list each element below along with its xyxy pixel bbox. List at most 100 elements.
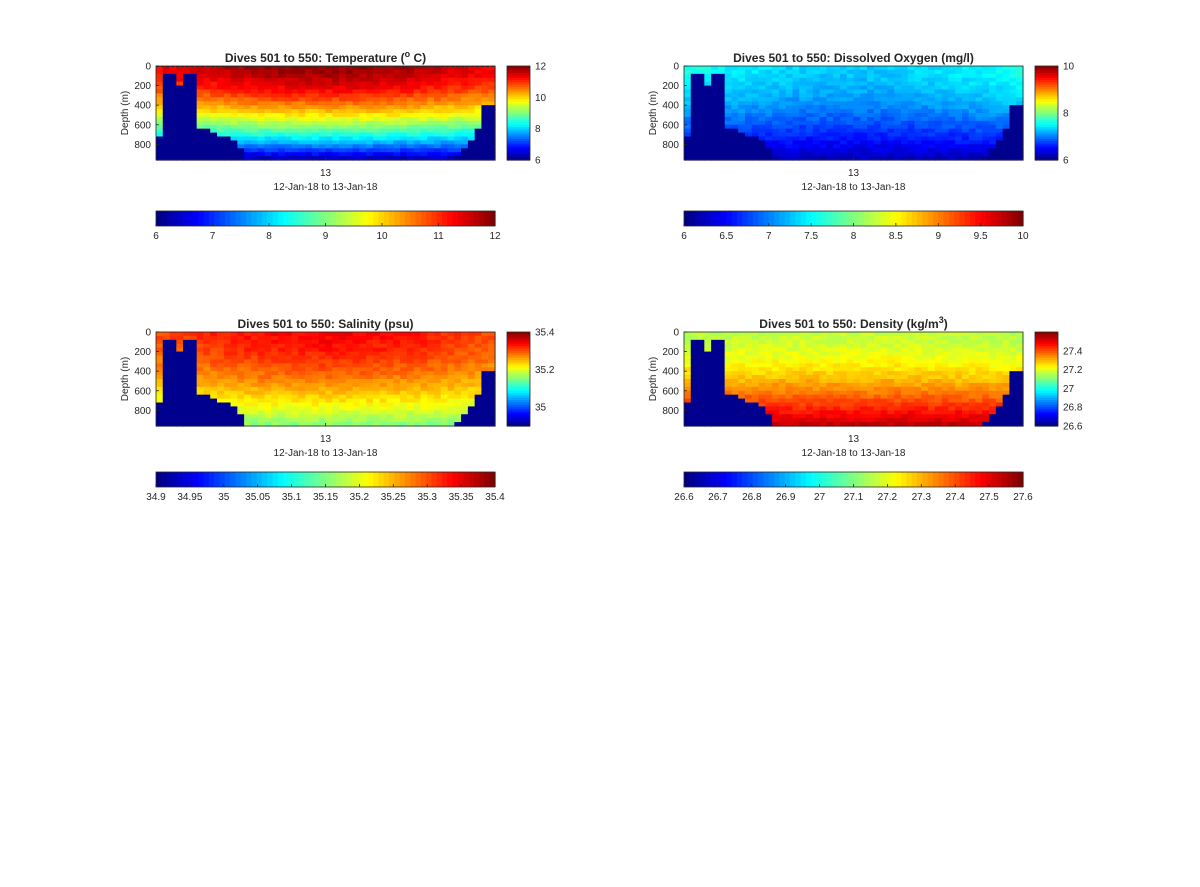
heatmap-cell <box>975 128 983 134</box>
heatmap-cell <box>846 93 855 98</box>
heatmap-cell <box>684 89 692 95</box>
colorbar-step <box>1035 141 1058 145</box>
heatmap-cell <box>867 386 875 392</box>
heatmap-cell <box>467 363 476 368</box>
heatmap-cell <box>196 379 205 384</box>
heatmap-cell <box>731 371 739 376</box>
heatmap-cell <box>393 410 401 415</box>
heatmap-cell <box>454 355 462 361</box>
heatmap-cell <box>162 339 171 345</box>
heatmap-cell <box>751 394 760 400</box>
heatmap-cell <box>400 116 408 122</box>
heatmap-cell <box>420 136 428 142</box>
heatmap-cell <box>318 339 327 345</box>
heatmap-cell <box>731 347 739 353</box>
heatmap-cell <box>332 371 340 376</box>
heatmap-cell <box>325 351 333 357</box>
heatmap-cell <box>751 109 760 114</box>
heatmap-cell <box>961 89 970 95</box>
heatmap-cell <box>481 406 489 411</box>
heatmap-cell <box>772 132 780 138</box>
heatmap-cell <box>900 148 909 153</box>
y-tick-label: 600 <box>134 386 151 397</box>
heatmap-cell <box>352 148 360 153</box>
heatmap-cell <box>210 343 218 349</box>
heatmap-cell <box>785 144 794 149</box>
heatmap-cell <box>873 93 882 98</box>
heatmap-cell <box>887 375 895 380</box>
heatmap-cell <box>223 347 232 353</box>
heatmap-cell <box>745 332 753 337</box>
bottom-colorbar-tick-label: 34.95 <box>177 492 202 503</box>
heatmap-cell <box>778 148 787 153</box>
heatmap-cell <box>941 128 950 134</box>
heatmap-cell <box>400 81 408 87</box>
heatmap-cell <box>413 109 422 114</box>
heatmap-cell <box>433 418 442 423</box>
heatmap-cell <box>474 410 483 415</box>
heatmap-cell <box>474 144 483 149</box>
heatmap-cell <box>183 394 191 400</box>
heatmap-cell <box>230 398 238 404</box>
heatmap-cell <box>318 410 327 415</box>
heatmap-cell <box>887 152 895 157</box>
heatmap-cell <box>880 410 888 415</box>
heatmap-cell <box>345 140 354 145</box>
heatmap-cell <box>819 410 827 415</box>
heatmap-cell <box>792 355 800 361</box>
heatmap-cell <box>230 124 238 130</box>
heatmap-cell <box>941 359 950 364</box>
heatmap-cell <box>772 120 780 126</box>
colorbar-step <box>864 211 870 226</box>
heatmap-cell <box>758 414 766 419</box>
heatmap-cell <box>400 113 408 118</box>
heatmap-cell <box>792 339 800 345</box>
heatmap-cell <box>738 105 746 110</box>
colorbar-step <box>351 472 358 487</box>
heatmap-cell <box>785 359 794 364</box>
heatmap-cell <box>839 105 848 110</box>
colorbar-step <box>1035 101 1058 105</box>
heatmap-cell <box>271 363 279 368</box>
heatmap-cell <box>474 120 483 126</box>
colorbar-step <box>507 80 530 84</box>
heatmap-cell <box>237 386 245 392</box>
heatmap-cell <box>846 152 855 157</box>
heatmap-cell <box>955 73 963 79</box>
heatmap-cell <box>284 398 293 404</box>
heatmap-cell <box>230 390 238 396</box>
heatmap-cell <box>284 89 293 95</box>
heatmap-cell <box>826 93 834 98</box>
heatmap-cell <box>826 398 834 404</box>
heatmap-cell <box>697 120 705 126</box>
heatmap-cell <box>989 109 997 114</box>
heatmap-cell <box>690 379 699 384</box>
heatmap-cell <box>244 359 252 364</box>
heatmap-cell <box>393 351 401 357</box>
heatmap-cell <box>711 93 719 98</box>
heatmap-cell <box>413 152 422 157</box>
colorbar-step <box>452 472 459 487</box>
heatmap-cell <box>176 113 184 118</box>
heatmap-cell <box>393 85 401 91</box>
heatmap-cell <box>928 343 936 349</box>
heatmap-cell <box>955 124 963 130</box>
heatmap-cell <box>291 144 299 149</box>
heatmap-cell <box>731 359 739 364</box>
heatmap-cell <box>724 382 733 388</box>
heatmap-cell <box>792 101 800 106</box>
side-colorbar-frame <box>506 65 531 161</box>
y-tick-label: 400 <box>662 101 679 112</box>
heatmap-cell <box>176 156 184 161</box>
heatmap-cell <box>420 339 428 345</box>
heatmap-cell <box>928 332 936 337</box>
heatmap-cell <box>914 406 922 411</box>
heatmap-cell <box>433 93 442 98</box>
heatmap-cell <box>860 148 868 153</box>
heatmap-cell <box>1016 144 1024 149</box>
heatmap-cell <box>792 386 800 392</box>
heatmap-cell <box>318 73 327 79</box>
heatmap-cell <box>745 398 753 404</box>
heatmap-cell <box>183 339 191 345</box>
heatmap-cell <box>941 89 950 95</box>
